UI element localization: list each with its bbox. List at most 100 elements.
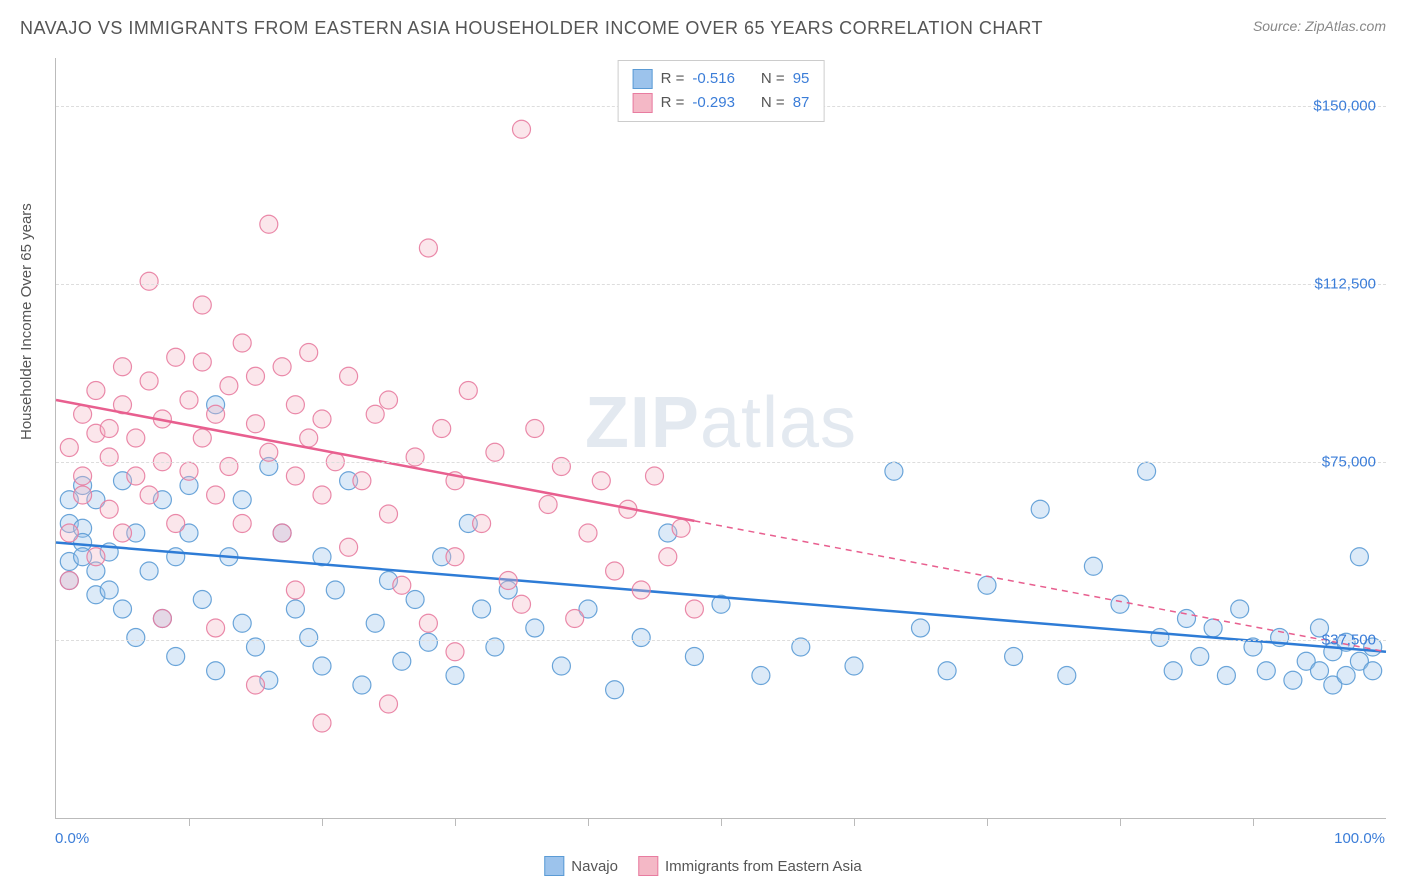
data-point-navajo — [167, 648, 185, 666]
data-point-immigrants — [286, 467, 304, 485]
data-point-navajo — [1217, 667, 1235, 685]
data-point-immigrants — [419, 239, 437, 257]
data-point-immigrants — [100, 420, 118, 438]
r-label: R = — [661, 67, 685, 91]
legend-swatch — [638, 856, 658, 876]
x-tick — [1253, 818, 1254, 826]
x-axis-max-label: 100.0% — [1334, 830, 1385, 847]
data-point-immigrants — [87, 382, 105, 400]
data-point-immigrants — [433, 420, 451, 438]
data-point-immigrants — [74, 405, 92, 423]
data-point-navajo — [127, 629, 145, 647]
y-tick-label: $150,000 — [1313, 97, 1376, 114]
data-point-navajo — [1164, 662, 1182, 680]
data-point-immigrants — [566, 610, 584, 628]
data-point-navajo — [167, 548, 185, 566]
data-point-immigrants — [579, 524, 597, 542]
data-point-navajo — [1337, 667, 1355, 685]
data-point-immigrants — [60, 572, 78, 590]
data-point-immigrants — [393, 576, 411, 594]
series-legend: Navajo Immigrants from Eastern Asia — [544, 856, 861, 876]
data-point-immigrants — [247, 415, 265, 433]
data-point-immigrants — [513, 595, 531, 613]
data-point-immigrants — [273, 524, 291, 542]
data-point-immigrants — [100, 500, 118, 518]
data-point-navajo — [313, 657, 331, 675]
data-point-navajo — [1311, 662, 1329, 680]
gridline — [56, 640, 1386, 641]
legend-stat-row-navajo: R =-0.516N =95 — [633, 67, 810, 91]
data-point-immigrants — [207, 486, 225, 504]
chart-plot-area: ZIPatlas R =-0.516N =95R =-0.293N =87 $3… — [55, 58, 1386, 819]
data-point-navajo — [1005, 648, 1023, 666]
data-point-immigrants — [193, 296, 211, 314]
data-point-navajo — [1364, 662, 1382, 680]
data-point-immigrants — [247, 676, 265, 694]
legend-item-immigrants: Immigrants from Eastern Asia — [638, 856, 862, 876]
data-point-navajo — [1191, 648, 1209, 666]
data-point-immigrants — [193, 429, 211, 447]
data-point-immigrants — [247, 367, 265, 385]
x-tick — [987, 818, 988, 826]
data-point-navajo — [526, 619, 544, 637]
data-point-navajo — [446, 667, 464, 685]
data-point-navajo — [1350, 548, 1368, 566]
legend-swatch — [633, 69, 653, 89]
data-point-navajo — [1151, 629, 1169, 647]
data-point-immigrants — [100, 448, 118, 466]
data-point-immigrants — [632, 581, 650, 599]
legend-item-navajo: Navajo — [544, 856, 618, 876]
data-point-navajo — [233, 491, 251, 509]
data-point-immigrants — [207, 619, 225, 637]
data-point-immigrants — [340, 538, 358, 556]
data-point-immigrants — [167, 515, 185, 533]
data-point-navajo — [326, 581, 344, 599]
n-label: N = — [761, 67, 785, 91]
data-point-immigrants — [459, 382, 477, 400]
data-point-immigrants — [685, 600, 703, 618]
data-point-navajo — [912, 619, 930, 637]
r-value: -0.293 — [692, 91, 735, 115]
x-tick — [588, 818, 589, 826]
data-point-immigrants — [233, 515, 251, 533]
data-point-immigrants — [380, 695, 398, 713]
data-point-navajo — [406, 591, 424, 609]
data-point-navajo — [1284, 671, 1302, 689]
data-point-immigrants — [366, 405, 384, 423]
legend-swatch — [544, 856, 564, 876]
data-point-immigrants — [606, 562, 624, 580]
data-point-immigrants — [526, 420, 544, 438]
trend-line-dashed-immigrants — [694, 521, 1386, 652]
data-point-navajo — [114, 600, 132, 618]
data-point-immigrants — [659, 548, 677, 566]
data-point-immigrants — [592, 472, 610, 490]
x-tick — [455, 818, 456, 826]
y-tick-label: $112,500 — [1315, 275, 1376, 292]
data-point-immigrants — [220, 458, 238, 476]
data-point-immigrants — [127, 429, 145, 447]
data-point-immigrants — [60, 439, 78, 457]
data-point-immigrants — [153, 610, 171, 628]
data-point-immigrants — [167, 348, 185, 366]
data-point-immigrants — [74, 486, 92, 504]
data-point-navajo — [938, 662, 956, 680]
data-point-immigrants — [60, 524, 78, 542]
data-point-immigrants — [380, 505, 398, 523]
n-label: N = — [761, 91, 785, 115]
x-tick — [189, 818, 190, 826]
n-value: 95 — [793, 67, 810, 91]
scatter-svg — [56, 58, 1386, 818]
x-tick — [721, 818, 722, 826]
data-point-navajo — [1257, 662, 1275, 680]
data-point-immigrants — [220, 377, 238, 395]
data-point-immigrants — [552, 458, 570, 476]
data-point-navajo — [100, 581, 118, 599]
gridline — [56, 462, 1386, 463]
correlation-legend: R =-0.516N =95R =-0.293N =87 — [618, 60, 825, 122]
data-point-immigrants — [87, 548, 105, 566]
data-point-navajo — [300, 629, 318, 647]
data-point-navajo — [353, 676, 371, 694]
data-point-navajo — [632, 629, 650, 647]
data-point-immigrants — [406, 448, 424, 466]
source-label: Source: ZipAtlas.com — [1253, 18, 1386, 34]
